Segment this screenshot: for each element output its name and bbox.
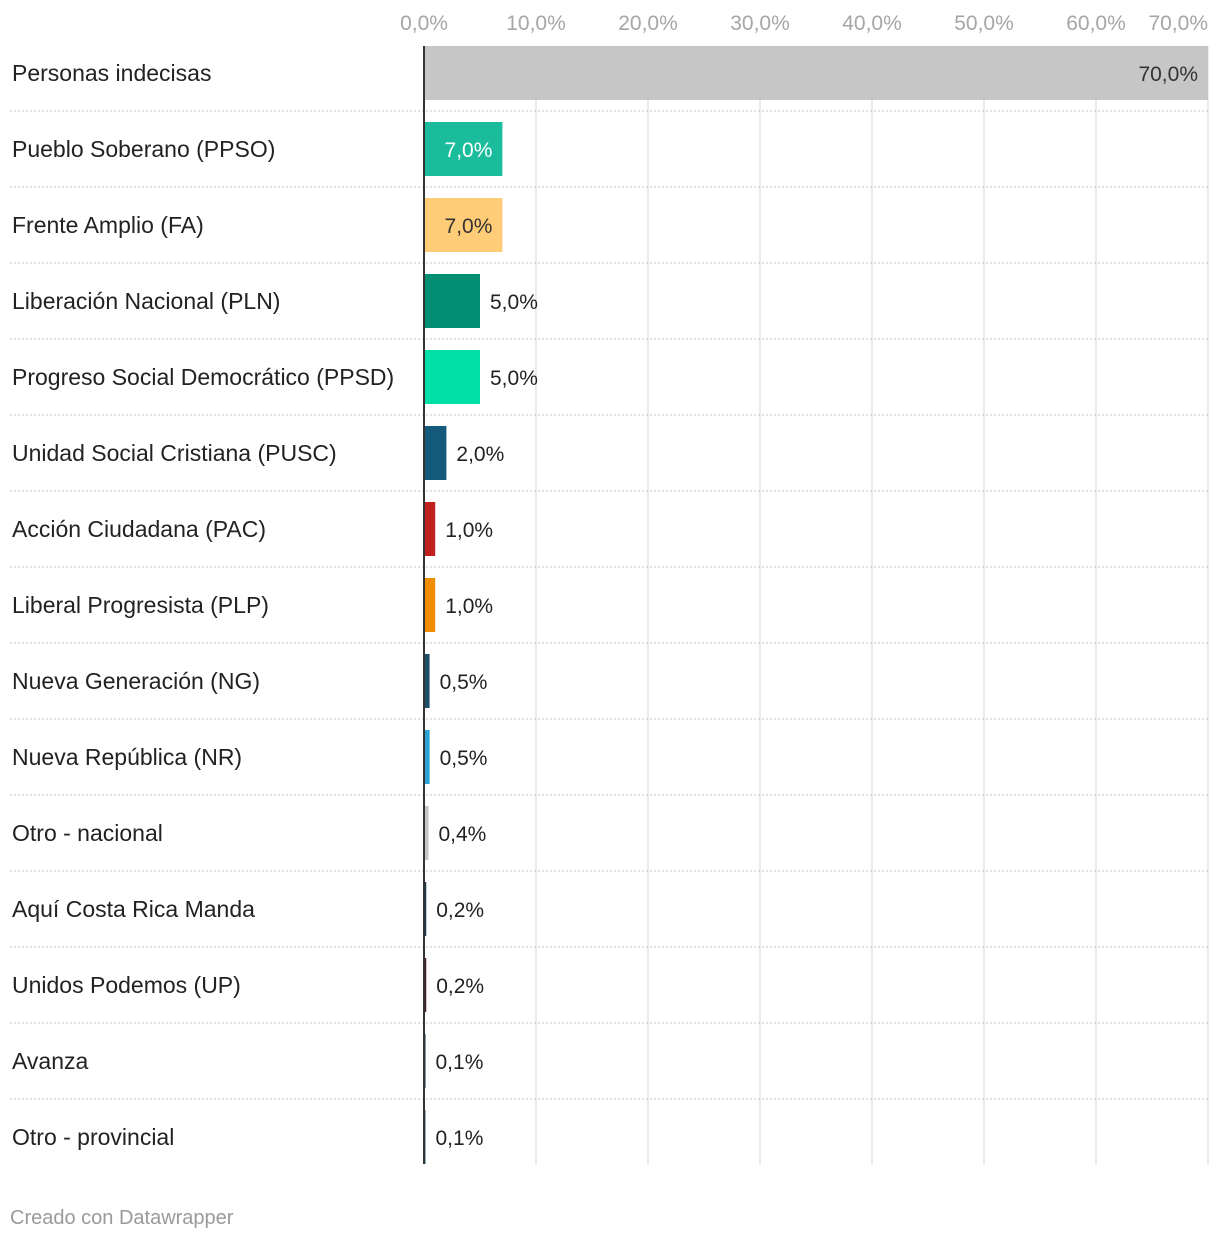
value-label: 0,2% [436, 899, 484, 922]
value-label: 1,0% [445, 519, 493, 542]
category-label: Personas indecisas [12, 60, 211, 86]
gridlines [10, 46, 1209, 1164]
value-label: 7,0% [445, 139, 493, 162]
value-label: 0,5% [440, 671, 488, 694]
category-label: Nueva República (NR) [12, 744, 242, 770]
bar[interactable] [424, 274, 480, 328]
category-label: Otro - nacional [12, 820, 163, 846]
category-label: Liberal Progresista (PLP) [12, 592, 269, 618]
x-tick-label: 60,0% [1066, 12, 1126, 35]
value-label: 2,0% [456, 443, 504, 466]
bar[interactable] [424, 46, 1208, 100]
bar[interactable] [424, 654, 430, 708]
x-tick-label: 50,0% [954, 12, 1014, 35]
bar[interactable] [424, 578, 436, 632]
category-label: Frente Amplio (FA) [12, 212, 204, 238]
category-label: Otro - provincial [12, 1124, 174, 1150]
x-tick-label: 30,0% [730, 12, 790, 35]
value-label: 0,4% [438, 823, 486, 846]
category-label: Aquí Costa Rica Manda [12, 896, 255, 922]
category-label: Nueva Generación (NG) [12, 668, 260, 694]
bar[interactable] [424, 730, 430, 784]
category-label: Liberación Nacional (PLN) [12, 288, 280, 314]
category-label: Unidad Social Cristiana (PUSC) [12, 440, 337, 466]
bar[interactable] [424, 350, 480, 404]
x-tick-label: 20,0% [618, 12, 678, 35]
category-label: Progreso Social Democrático (PPSD) [12, 364, 394, 390]
x-tick-label: 40,0% [842, 12, 902, 35]
value-label: 5,0% [490, 291, 538, 314]
bar[interactable] [424, 198, 503, 252]
bar[interactable] [424, 958, 427, 1012]
category-label: Avanza [12, 1048, 89, 1074]
value-label: 5,0% [490, 367, 538, 390]
value-label: 7,0% [445, 215, 493, 238]
value-label: 1,0% [445, 595, 493, 618]
bar[interactable] [424, 122, 503, 176]
credit-text[interactable]: Creado con Datawrapper [10, 1207, 234, 1229]
x-tick-label: 70,0% [1148, 12, 1208, 35]
bar[interactable] [424, 882, 427, 936]
value-label: 0,2% [436, 975, 484, 998]
x-tick-label: 10,0% [506, 12, 566, 35]
value-label: 70,0% [1138, 63, 1198, 86]
value-label: 0,1% [436, 1051, 484, 1074]
value-label: 0,5% [440, 747, 488, 770]
value-label: 0,1% [436, 1127, 484, 1150]
x-axis-ticks: 0,0% 10,0% 20,0% 30,0% 40,0% 50,0% 60,0% 70,0% [400, 12, 1208, 35]
category-label: Pueblo Soberano (PPSO) [12, 136, 275, 162]
bar[interactable] [424, 426, 447, 480]
category-label: Unidos Podemos (UP) [12, 972, 241, 998]
x-tick-label: 0,0% [400, 12, 448, 35]
category-label: Acción Ciudadana (PAC) [12, 516, 266, 542]
bar[interactable] [424, 806, 429, 860]
bar-rows: Personas indecisas 70,0% Pueblo Soberano (… [12, 46, 1208, 1164]
bar[interactable] [424, 502, 436, 556]
